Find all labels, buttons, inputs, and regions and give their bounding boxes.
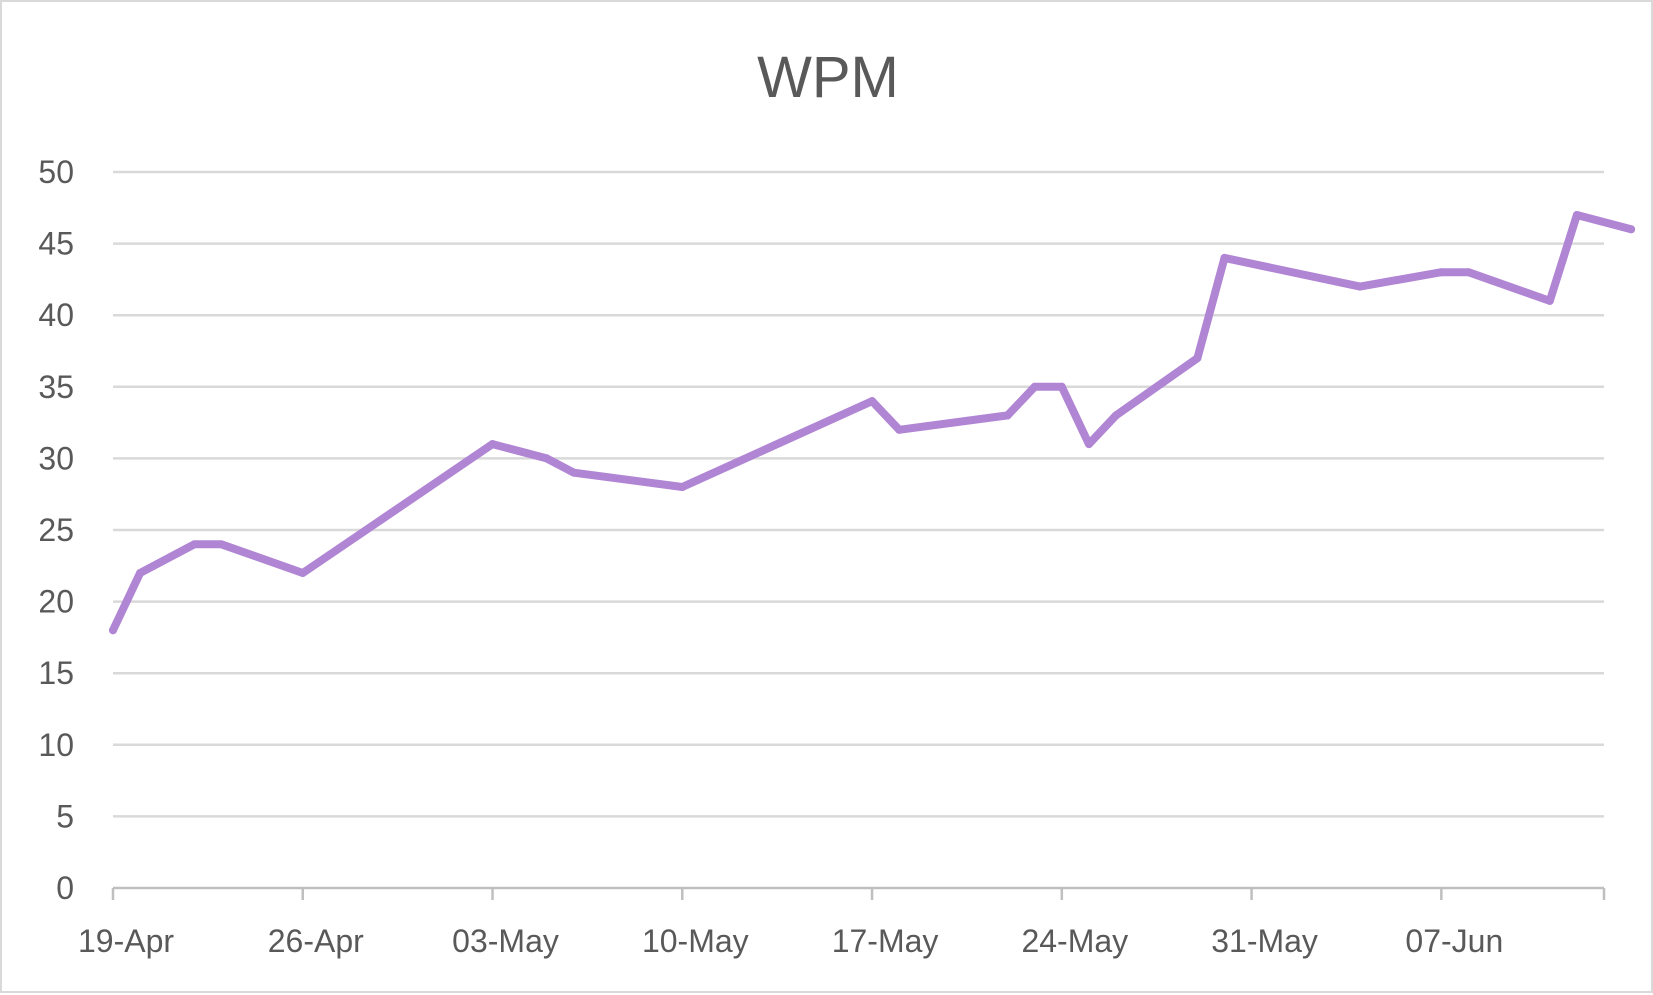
data-point-11-Jun [1545, 296, 1554, 305]
data-point-07-Jun [1437, 268, 1446, 277]
y-axis-tick-labels: 0 5 10 15 20 25 30 35 40 45 50 [38, 154, 74, 906]
data-point-18-May [895, 425, 904, 434]
x-tick-label-24-May: 24-May [1021, 923, 1128, 959]
x-tick-label-26-Apr: 26-Apr [268, 923, 364, 959]
data-point-30-May [1220, 253, 1229, 262]
data-point-25-May [1084, 440, 1093, 449]
data-point-22-May [1003, 411, 1012, 420]
series-line-0 [109, 211, 1636, 635]
y-tick-label-10: 10 [38, 727, 74, 763]
x-tick-label-10-May: 10-May [642, 923, 749, 959]
series-layer [109, 210, 1636, 635]
data-point-14-Jun [1627, 225, 1636, 234]
data-point-24-May [1057, 382, 1066, 391]
x-tick-label-31-May: 31-May [1211, 923, 1318, 959]
y-tick-label-5: 5 [56, 798, 74, 834]
y-tick-label-30: 30 [38, 440, 74, 476]
data-point-20-Apr [136, 568, 145, 577]
data-point-05-May [542, 454, 551, 463]
x-tick-label-17-May: 17-May [832, 923, 939, 959]
chart-title: WPM [757, 45, 899, 110]
data-point-26-Apr [298, 568, 307, 577]
y-tick-label-35: 35 [38, 369, 74, 405]
x-tick-label-07-Jun: 07-Jun [1405, 923, 1503, 959]
data-point-26-May [1112, 411, 1121, 420]
x-axis-tick-labels: 19-Apr 26-Apr 03-May 10-May 17-May 24-May 31-M… [78, 923, 1503, 959]
gridlines [113, 170, 1604, 818]
data-point-08-Jun [1464, 268, 1473, 277]
data-point-04-Jun [1356, 282, 1365, 291]
data-point-12-Jun [1572, 210, 1581, 219]
y-tick-label-50: 50 [38, 154, 74, 190]
data-point-23-May [1030, 382, 1039, 391]
data-point-10-May [678, 483, 687, 492]
y-tick-label-20: 20 [38, 584, 74, 620]
y-tick-label-15: 15 [38, 655, 74, 691]
data-point-06-May [569, 468, 578, 477]
y-tick-label-25: 25 [38, 512, 74, 548]
y-tick-label-0: 0 [56, 870, 74, 906]
y-tick-label-45: 45 [38, 226, 74, 262]
x-tick-label-03-May: 03-May [452, 923, 559, 959]
y-tick-label-40: 40 [38, 297, 74, 333]
data-point-03-May [488, 440, 497, 449]
x-tick-label-19-Apr: 19-Apr [78, 923, 174, 959]
data-point-19-Apr [109, 626, 117, 635]
data-point-17-May [868, 397, 877, 406]
data-point-22-Apr [190, 540, 199, 549]
x-axis [111, 886, 1606, 900]
data-point-23-Apr [217, 540, 226, 549]
data-point-29-May [1193, 354, 1202, 363]
